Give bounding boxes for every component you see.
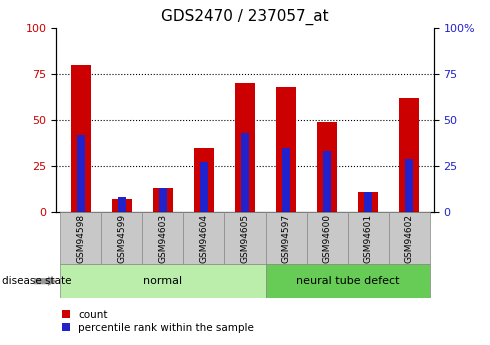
Title: GDS2470 / 237057_at: GDS2470 / 237057_at	[161, 9, 329, 25]
Bar	[101, 212, 143, 264]
Bar	[323, 151, 331, 212]
Bar	[347, 212, 389, 264]
Bar	[143, 212, 183, 264]
Bar	[71, 65, 91, 212]
Text: GSM94604: GSM94604	[199, 214, 208, 263]
Bar	[266, 212, 307, 264]
Bar	[118, 197, 125, 212]
Bar	[200, 162, 208, 212]
Bar	[399, 98, 419, 212]
Text: neural tube defect: neural tube defect	[296, 276, 399, 286]
Bar	[60, 264, 266, 298]
Bar	[183, 212, 224, 264]
Bar	[224, 212, 266, 264]
Bar	[282, 148, 290, 212]
Text: GSM94601: GSM94601	[364, 214, 372, 263]
Bar	[389, 212, 430, 264]
Bar	[405, 159, 413, 212]
Bar	[266, 264, 430, 298]
Text: GSM94598: GSM94598	[76, 214, 85, 263]
Text: GSM94597: GSM94597	[282, 214, 291, 263]
Bar	[194, 148, 214, 212]
Text: normal: normal	[144, 276, 183, 286]
Bar	[153, 188, 173, 212]
Bar	[77, 135, 85, 212]
Bar	[276, 87, 296, 212]
Bar	[317, 122, 337, 212]
Bar	[365, 192, 372, 212]
Text: GSM94605: GSM94605	[241, 214, 249, 263]
Bar	[241, 133, 249, 212]
Text: GSM94603: GSM94603	[158, 214, 168, 263]
Bar	[112, 199, 132, 212]
Bar	[307, 212, 347, 264]
Bar	[159, 188, 167, 212]
Text: GSM94599: GSM94599	[118, 214, 126, 263]
Legend: count, percentile rank within the sample: count, percentile rank within the sample	[62, 310, 254, 333]
Text: GSM94600: GSM94600	[322, 214, 332, 263]
Bar	[358, 192, 378, 212]
Text: GSM94602: GSM94602	[405, 214, 414, 263]
Bar	[60, 212, 101, 264]
Text: disease state: disease state	[2, 276, 72, 286]
Bar	[235, 83, 255, 212]
